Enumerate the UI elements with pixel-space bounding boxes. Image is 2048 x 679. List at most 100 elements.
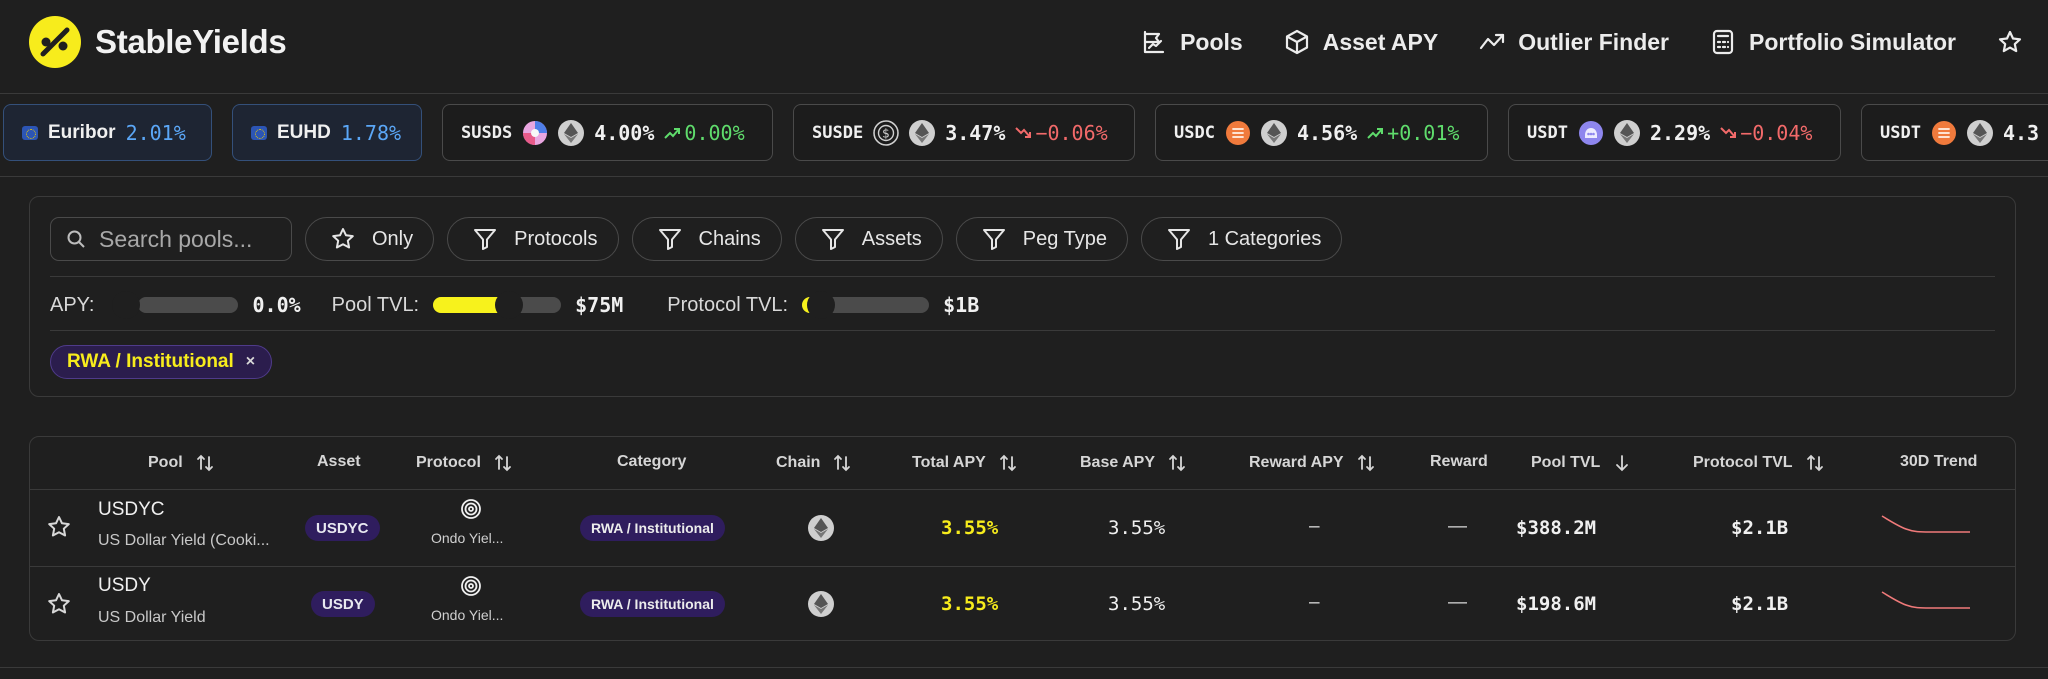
peg-type-filter[interactable]: Peg Type [955, 217, 1128, 261]
table-row[interactable]: USDY US Dollar Yield USDY Ondo Yiel... R… [30, 567, 2015, 643]
search-placeholder: Search pools... [99, 225, 253, 252]
ondo-protocol-icon [461, 499, 481, 519]
nav-asset-apy[interactable]: Asset APY [1283, 28, 1438, 56]
ticker-item[interactable]: SUSDS 4.00% 0.00% [442, 104, 773, 161]
pool-tvl-value: $198.6M [1516, 593, 1597, 615]
nav-outlier-finder[interactable]: Outlier Finder [1478, 28, 1669, 56]
top-header: StableYields Pools Asset APY Outlier Fin… [0, 0, 2048, 84]
ticker-symbol: SUSDE [812, 122, 864, 143]
ticker-euhd[interactable]: EUHD 1.78% [232, 104, 422, 161]
ticker-change-value: +0.01% [1387, 120, 1460, 145]
ticker-change-value: 0.00% [684, 120, 745, 145]
ethereum-icon [558, 119, 585, 146]
ticker-item[interactable]: SUSDE $ 3.47% −0.06% [793, 104, 1135, 161]
ticker-divider [0, 176, 2048, 177]
total-apy-value: 3.55% [941, 593, 999, 615]
chart-line-icon [1143, 30, 1165, 54]
apy-slider-label: APY: [50, 293, 95, 316]
protocol-tvl-slider-handle[interactable] [807, 291, 836, 319]
pool-tvl-slider[interactable] [433, 291, 562, 319]
active-tag-label: RWA / Institutional [67, 351, 234, 372]
pool-name[interactable]: USDY [98, 575, 151, 596]
col-pool[interactable]: Pool [148, 453, 215, 473]
col-30d-trend-label: 30D Trend [1900, 453, 1978, 470]
panel-divider [50, 276, 1995, 277]
col-reward-apy[interactable]: Reward APY [1249, 453, 1376, 473]
filter-funnel-icon [1167, 229, 1190, 250]
protocol-tvl-slider-value: $1B [943, 293, 980, 317]
protocol-tvl-value: $2.1B [1731, 517, 1789, 539]
sort-icon [1357, 454, 1374, 472]
sort-desc-icon [1616, 455, 1629, 472]
col-pool-tvl[interactable]: Pool TVL [1531, 453, 1632, 473]
ticker-symbol: USDT [1527, 122, 1568, 143]
peg-type-label: Peg Type [1022, 227, 1107, 250]
brand-logo[interactable]: StableYields [29, 16, 287, 68]
nav-pools-label: Pools [1180, 28, 1243, 55]
ticker-apy: 2.29% [1649, 120, 1711, 145]
table-row[interactable]: USDYC US Dollar Yield (Cooki... USDYC On… [30, 490, 2015, 566]
protocol-tvl-slider[interactable] [802, 291, 930, 319]
ethereum-icon [1966, 119, 1993, 146]
active-category-tag[interactable]: RWA / Institutional × [50, 345, 273, 379]
protocol-name[interactable]: Ondo Yiel... [431, 530, 504, 546]
ticker-item[interactable]: USDT 2.29% −0.04% [1508, 104, 1841, 161]
apy-slider[interactable] [112, 291, 239, 319]
apy-slider-handle[interactable] [112, 291, 141, 319]
ticker-change: 0.00% [664, 120, 745, 145]
col-protocol-tvl[interactable]: Protocol TVL [1693, 453, 1825, 473]
base-apy-value: 3.55% [1108, 517, 1166, 539]
ticker-symbol: SUSDS [461, 122, 513, 143]
favorite-star-icon[interactable] [46, 591, 72, 617]
col-total-apy[interactable]: Total APY [912, 453, 1018, 473]
ticker-item[interactable]: USDT 4.3 [1861, 104, 2048, 161]
ticker-apy: 4.3 [2002, 120, 2040, 145]
susde-coin-icon: $ [873, 119, 899, 146]
protocol-name[interactable]: Ondo Yiel... [431, 607, 504, 623]
col-asset-label: Asset [317, 453, 361, 470]
col-base-apy[interactable]: Base APY [1080, 453, 1187, 473]
filter-funnel-icon [821, 229, 844, 250]
apy-slider-rail [138, 297, 239, 313]
brand-name: StableYields [95, 23, 287, 60]
nav-pools[interactable]: Pools [1140, 28, 1243, 56]
ticker-apy: 4.00% [594, 120, 655, 145]
protocols-filter[interactable]: Protocols [447, 217, 619, 261]
svg-text:$: $ [882, 126, 890, 140]
col-base-apy-label: Base APY [1080, 454, 1155, 471]
cube-icon [1285, 29, 1308, 55]
panel-divider [50, 330, 1995, 331]
remove-tag-icon[interactable]: × [245, 353, 256, 370]
nav-portfolio-simulator[interactable]: Portfolio Simulator [1709, 28, 1956, 56]
pools-table: Pool Asset Protocol Category Chain Total… [29, 436, 2016, 641]
ticker-change: −0.04% [1720, 121, 1812, 145]
favorite-star-icon[interactable] [46, 514, 72, 540]
pool-description: US Dollar Yield (Cooki... [98, 532, 270, 549]
col-protocol[interactable]: Protocol [416, 453, 513, 473]
categories-filter[interactable]: 1 Categories [1140, 217, 1343, 261]
col-reward: Reward [1430, 453, 1488, 471]
ticker-symbol: USDT [1880, 122, 1921, 143]
protocols-label: Protocols [514, 227, 598, 250]
col-category-label: Category [617, 453, 687, 470]
col-chain[interactable]: Chain [776, 453, 852, 473]
only-favorites-filter[interactable]: Only [305, 217, 435, 261]
usdc-coin-icon [1225, 120, 1250, 145]
pool-tvl-slider-handle[interactable] [495, 291, 524, 319]
favorites-star-icon[interactable] [1996, 28, 2024, 56]
ticker-euribor-value: 2.01% [125, 120, 186, 145]
sort-icon [1169, 454, 1185, 472]
ticker-symbol: USDC [1174, 122, 1215, 143]
ticker-item[interactable]: USDC 4.56% +0.01% [1155, 104, 1488, 161]
chains-filter[interactable]: Chains [631, 217, 782, 261]
trend-down-icon [1720, 126, 1737, 138]
base-apy-value: 3.55% [1108, 593, 1166, 615]
table-header: Pool Asset Protocol Category Chain Total… [30, 437, 2015, 489]
apy-slider-value: 0.0% [252, 293, 301, 317]
pool-name[interactable]: USDYC [98, 499, 165, 520]
trend-down-icon [1015, 126, 1032, 138]
footer-divider [0, 667, 2048, 668]
ticker-euribor[interactable]: Euribor 2.01% [3, 104, 212, 161]
search-input[interactable]: Search pools... [50, 217, 292, 261]
assets-filter[interactable]: Assets [794, 217, 943, 261]
